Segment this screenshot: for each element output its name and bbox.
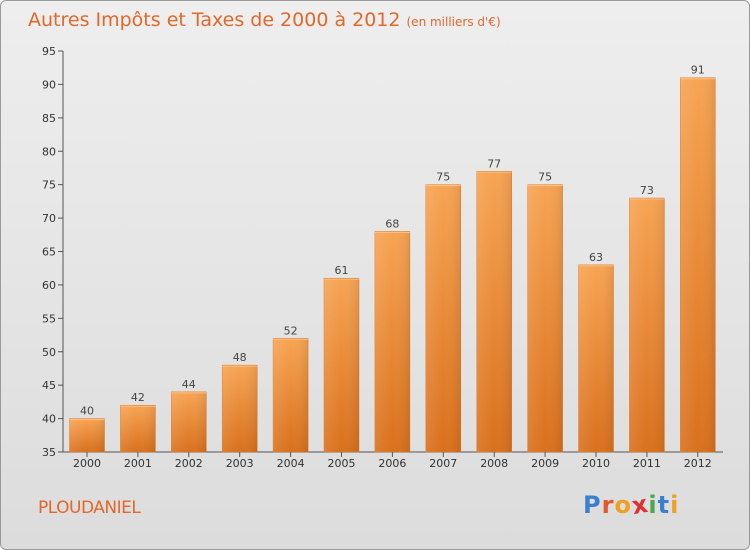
logo-letter: P	[583, 491, 602, 519]
x-tick-label: 2005	[328, 457, 356, 470]
x-tick-label: 2001	[124, 457, 152, 470]
x-tick-label: 2003	[226, 457, 254, 470]
x-tick-label: 2002	[175, 457, 203, 470]
bar-shade-2008	[476, 171, 512, 453]
y-tick-label: 95	[42, 45, 56, 58]
bar-value-label: 91	[691, 64, 705, 77]
bar-value-label: 63	[589, 251, 603, 264]
x-tick-label: 2004	[277, 457, 305, 470]
y-tick-label: 45	[42, 379, 56, 392]
bar-shade-2010	[578, 264, 614, 452]
chart-subtitle: (en milliers d'€)	[406, 15, 501, 29]
y-tick-label: 90	[42, 78, 56, 91]
y-tick-label: 40	[42, 413, 56, 426]
y-tick-label: 35	[42, 446, 56, 459]
logo-letter: i	[670, 491, 680, 519]
bar-shade-2001	[120, 405, 156, 452]
logo-letter: r	[601, 491, 615, 519]
bar-shade-2012	[680, 77, 716, 452]
y-tick-label: 85	[42, 112, 56, 125]
bar-value-label: 42	[131, 391, 145, 404]
x-tick-label: 2010	[582, 457, 610, 470]
bar-shade-2006	[374, 231, 410, 452]
bar-shade-2011	[629, 198, 665, 452]
x-tick-label: 2007	[429, 457, 457, 470]
bar-value-label: 75	[538, 171, 552, 184]
logo-letter: i	[648, 491, 658, 519]
bar-shade-2004	[273, 338, 309, 452]
bar-value-label: 48	[233, 351, 247, 364]
y-tick-label: 50	[42, 346, 56, 359]
chart-title-text: Autres Impôts et Taxes de 2000 à 2012	[28, 9, 401, 31]
bar-value-label: 52	[284, 324, 298, 337]
logo-letter: t	[657, 491, 671, 519]
bar-shade-2005	[324, 278, 359, 452]
y-tick-label: 80	[42, 145, 56, 158]
bar-value-label: 77	[487, 157, 501, 170]
bar-shade-2002	[171, 391, 207, 452]
commune-name: PLOUDANIEL	[38, 498, 141, 518]
bar-value-label: 68	[385, 217, 399, 230]
x-tick-label: 2012	[684, 457, 712, 470]
bar-shade-2009	[527, 184, 563, 452]
chart-title: Autres Impôts et Taxes de 2000 à 2012 (en…	[28, 9, 501, 31]
bar-shade-2000	[69, 418, 105, 452]
x-tick-label: 2006	[378, 457, 406, 470]
bar-shade-2007	[425, 184, 461, 452]
x-tick-label: 2009	[531, 457, 559, 470]
y-tick-label: 75	[42, 179, 56, 192]
y-tick-label: 55	[42, 312, 56, 325]
proxiti-logo: Proxiti	[583, 490, 680, 520]
bar-value-label: 73	[640, 184, 654, 197]
bar-value-label: 75	[436, 171, 450, 184]
bar-shade-2003	[222, 365, 258, 452]
y-tick-label: 65	[42, 246, 56, 259]
y-tick-label: 60	[42, 279, 56, 292]
bar-value-label: 44	[182, 378, 196, 391]
chart-bars: 40 2000 42 2001 44 2002 48 2003 52 2004 61 2005 68 20…	[69, 64, 716, 470]
x-tick-label: 2000	[73, 457, 101, 470]
logo-letter: o	[614, 491, 632, 519]
y-tick-label: 70	[42, 212, 56, 225]
bar-value-label: 40	[80, 405, 94, 418]
bar-value-label: 61	[335, 264, 349, 277]
x-tick-label: 2011	[633, 457, 661, 470]
x-tick-label: 2008	[480, 457, 508, 470]
